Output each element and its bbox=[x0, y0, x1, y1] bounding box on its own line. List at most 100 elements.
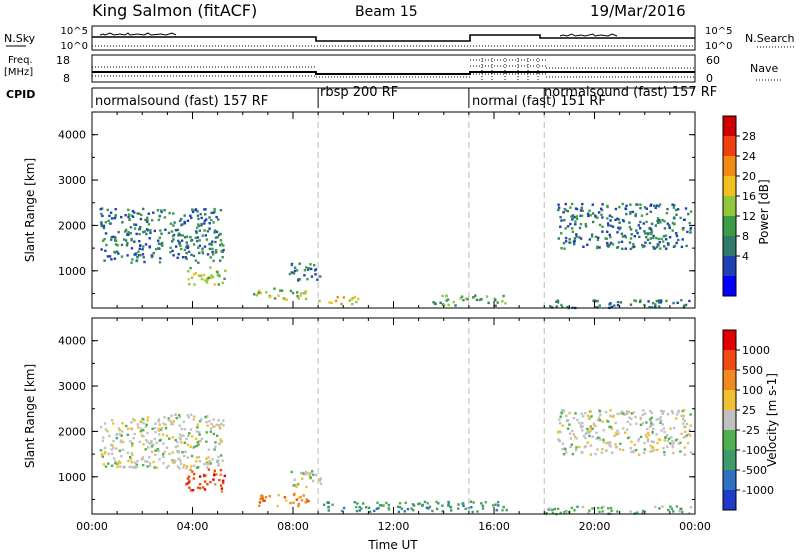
data-cell bbox=[151, 219, 154, 222]
data-cell bbox=[587, 214, 590, 218]
data-cell bbox=[630, 440, 633, 443]
nsky-label: N.Sky bbox=[4, 32, 36, 45]
data-cell bbox=[217, 462, 220, 466]
data-cell bbox=[149, 229, 152, 232]
data-cell bbox=[110, 258, 113, 261]
data-cell bbox=[654, 505, 657, 508]
data-cell bbox=[142, 464, 145, 467]
data-cell bbox=[216, 271, 219, 274]
data-cell bbox=[441, 294, 444, 298]
data-cell bbox=[607, 224, 610, 227]
data-cell bbox=[590, 415, 593, 418]
data-cell bbox=[214, 240, 217, 244]
data-cell bbox=[218, 274, 221, 278]
data-cell bbox=[678, 510, 681, 513]
data-cell bbox=[667, 508, 670, 512]
data-cell bbox=[172, 238, 175, 241]
data-cell bbox=[609, 235, 612, 239]
data-cell bbox=[380, 504, 384, 507]
data-cell bbox=[566, 427, 570, 430]
data-cell bbox=[351, 297, 354, 300]
data-cell bbox=[652, 423, 655, 426]
data-cell bbox=[626, 436, 630, 440]
data-cell bbox=[155, 466, 159, 469]
data-cell bbox=[146, 219, 149, 222]
velocity-ylabel: Slant Range [km] bbox=[23, 364, 37, 468]
data-cell bbox=[608, 443, 611, 446]
data-cell bbox=[162, 462, 165, 465]
data-cell bbox=[637, 437, 641, 440]
data-cell bbox=[665, 238, 668, 241]
data-cell bbox=[102, 463, 105, 466]
data-cell bbox=[165, 446, 169, 449]
data-cell bbox=[215, 423, 218, 426]
data-cell bbox=[131, 258, 134, 261]
colorbar-segment bbox=[723, 236, 736, 257]
data-cell bbox=[621, 202, 624, 206]
data-cell bbox=[212, 472, 216, 475]
data-cell bbox=[654, 305, 657, 308]
data-cell bbox=[654, 206, 657, 210]
data-cell bbox=[205, 218, 208, 221]
data-cell bbox=[186, 244, 189, 247]
data-cell bbox=[136, 256, 139, 259]
data-cell bbox=[581, 421, 584, 425]
data-cell bbox=[176, 465, 180, 468]
data-cell bbox=[189, 465, 193, 468]
data-cell bbox=[496, 301, 499, 304]
data-cell bbox=[558, 418, 561, 421]
data-cell bbox=[104, 428, 108, 431]
data-cell bbox=[261, 497, 264, 500]
colorbar-segment bbox=[723, 470, 736, 491]
data-cell bbox=[589, 426, 592, 429]
data-cell bbox=[221, 459, 224, 462]
y-tick-label: 1000 bbox=[58, 265, 86, 278]
data-cell bbox=[173, 461, 176, 464]
data-cell bbox=[149, 231, 152, 234]
data-cell bbox=[587, 430, 591, 434]
data-cell bbox=[142, 422, 145, 425]
data-cell bbox=[683, 425, 686, 429]
data-cell bbox=[611, 415, 614, 418]
data-cell bbox=[584, 411, 587, 415]
data-cell bbox=[666, 242, 670, 245]
data-cell bbox=[598, 419, 602, 422]
data-cell bbox=[307, 267, 310, 270]
data-cell bbox=[628, 241, 632, 244]
data-cell bbox=[589, 444, 592, 447]
data-cell bbox=[657, 237, 660, 241]
data-cell bbox=[309, 476, 312, 479]
data-cell bbox=[219, 484, 223, 487]
data-cell bbox=[210, 211, 213, 215]
data-cell bbox=[679, 507, 682, 510]
data-cell bbox=[655, 204, 659, 207]
data-cell bbox=[616, 231, 619, 234]
data-cell bbox=[285, 298, 288, 301]
nsearch-label: N.Search bbox=[745, 32, 795, 45]
data-cell bbox=[152, 211, 155, 214]
data-cell bbox=[623, 413, 626, 416]
power-colorbar: 28 24 20 16 12 8 4 bbox=[722, 115, 756, 297]
data-cell bbox=[684, 207, 688, 210]
data-cell bbox=[624, 247, 627, 250]
data-cell bbox=[288, 272, 292, 276]
data-cell bbox=[469, 500, 473, 503]
data-cell bbox=[683, 409, 686, 412]
data-cell bbox=[675, 234, 679, 238]
data-cell bbox=[634, 213, 638, 216]
colorbar-segment bbox=[723, 176, 736, 197]
data-cell bbox=[441, 510, 444, 513]
data-cell bbox=[127, 231, 130, 234]
data-cell bbox=[120, 455, 123, 458]
data-cell bbox=[223, 277, 226, 280]
data-cell bbox=[186, 219, 190, 222]
data-cell bbox=[557, 206, 561, 209]
data-cell bbox=[172, 420, 176, 423]
data-cell bbox=[472, 296, 475, 299]
data-cell bbox=[682, 422, 685, 425]
data-cell bbox=[262, 499, 265, 502]
data-cell bbox=[295, 498, 298, 501]
x-tick-label: 00:00 bbox=[76, 520, 108, 533]
data-cell bbox=[644, 232, 647, 235]
data-cell bbox=[205, 238, 209, 241]
